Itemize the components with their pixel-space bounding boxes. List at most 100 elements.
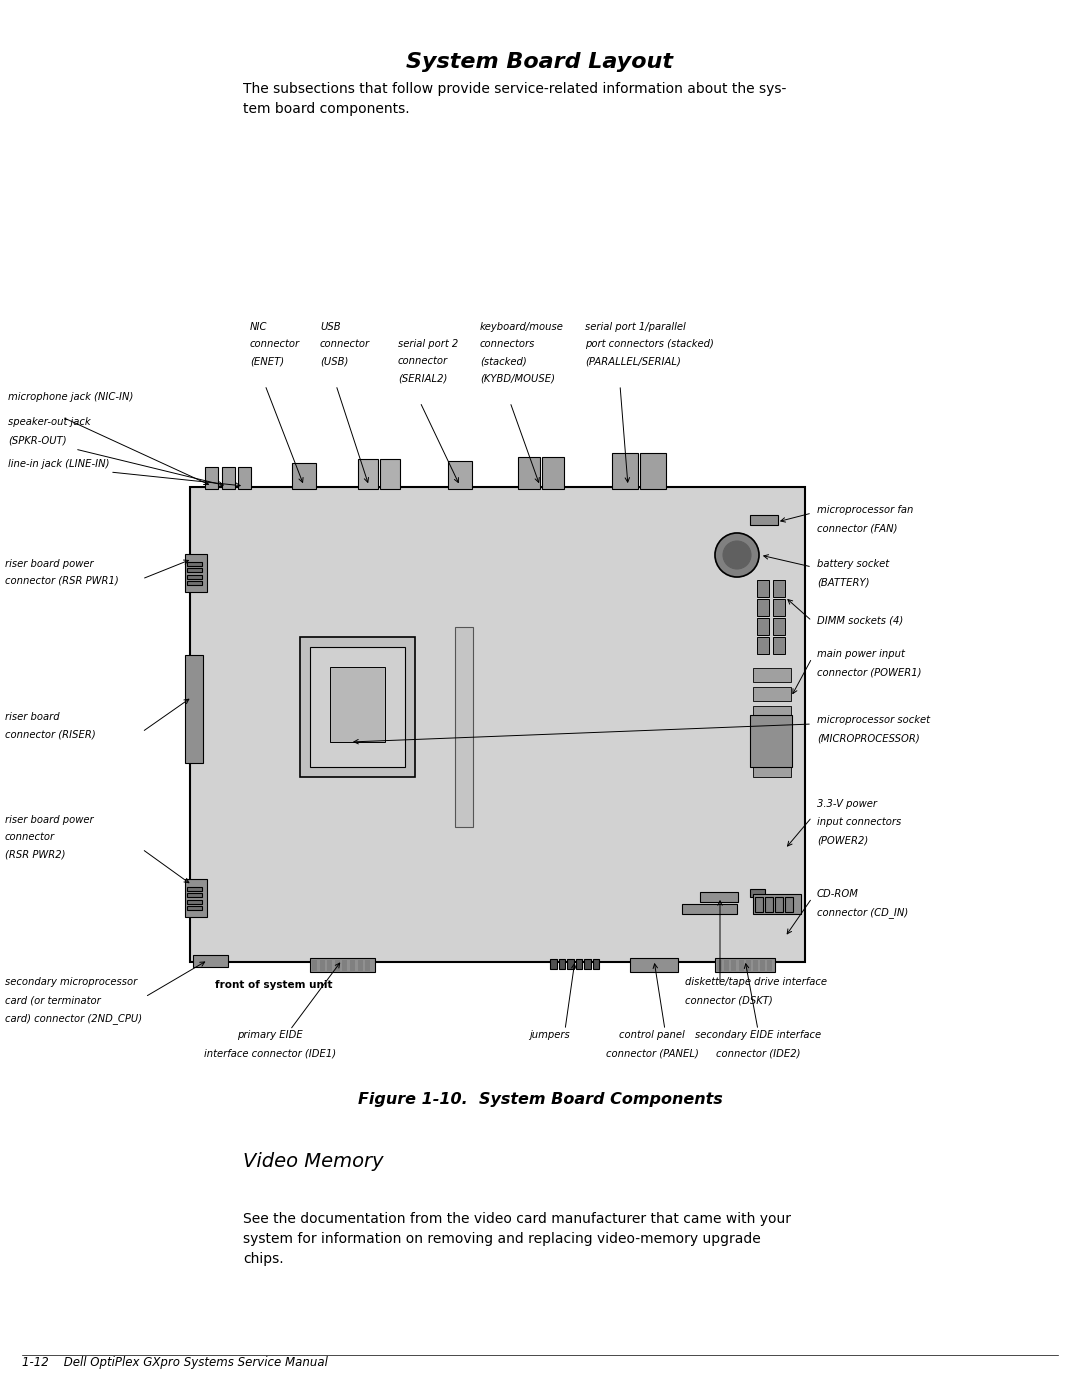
Bar [753, 960, 758, 971]
Text: (SPKR-OUT): (SPKR-OUT) [8, 434, 67, 446]
Bar [187, 569, 202, 571]
Bar [773, 580, 785, 597]
Text: connector (PANEL): connector (PANEL) [606, 1048, 699, 1058]
Bar [753, 894, 801, 914]
Bar [640, 453, 666, 489]
Bar [773, 637, 785, 654]
Text: connector: connector [320, 339, 370, 349]
Bar [190, 488, 805, 963]
Bar [757, 580, 769, 597]
Text: (PARALLEL/SERIAL): (PARALLEL/SERIAL) [585, 356, 680, 366]
Bar [717, 960, 723, 971]
Bar [365, 960, 370, 971]
Bar [455, 627, 473, 827]
Bar [558, 958, 565, 970]
Bar [757, 637, 769, 654]
Bar [187, 887, 202, 890]
Bar [357, 460, 378, 489]
Circle shape [715, 534, 759, 577]
Text: The subsections that follow provide service-related information about the sys-
t: The subsections that follow provide serv… [243, 82, 786, 116]
Bar [292, 462, 316, 489]
Bar [550, 958, 556, 970]
Bar [335, 960, 340, 971]
Text: (BATTERY): (BATTERY) [816, 577, 869, 587]
Text: card) connector (2ND_CPU): card) connector (2ND_CPU) [5, 1013, 143, 1024]
Text: System Board Layout: System Board Layout [406, 52, 674, 73]
Bar [750, 888, 765, 897]
Text: (MICROPROCESSOR): (MICROPROCESSOR) [816, 733, 920, 743]
Text: riser board: riser board [5, 712, 59, 722]
Text: (POWER2): (POWER2) [816, 835, 868, 845]
Bar [681, 904, 737, 914]
Bar [593, 958, 599, 970]
Text: connectors: connectors [480, 339, 536, 349]
Bar [775, 897, 783, 912]
Bar [768, 960, 772, 971]
Bar [746, 960, 751, 971]
Bar [773, 617, 785, 636]
Text: jumpers: jumpers [529, 1030, 570, 1039]
Bar [739, 960, 744, 971]
Text: NIC: NIC [249, 321, 268, 332]
Text: connector (RSR PWR1): connector (RSR PWR1) [5, 576, 119, 585]
Text: CD-ROM: CD-ROM [816, 888, 859, 900]
Text: (stacked): (stacked) [480, 356, 527, 366]
Bar [330, 666, 384, 742]
Text: (USB): (USB) [320, 356, 349, 366]
Bar [753, 725, 791, 739]
Text: riser board power: riser board power [5, 814, 94, 826]
Bar [187, 900, 202, 904]
Text: connector: connector [249, 339, 300, 349]
Circle shape [723, 541, 751, 569]
Bar [731, 960, 737, 971]
Bar [312, 960, 318, 971]
Bar [753, 763, 791, 777]
Text: connector: connector [5, 833, 55, 842]
Text: riser board power: riser board power [5, 559, 94, 569]
Bar [185, 655, 203, 763]
Text: microphone jack (NIC-IN): microphone jack (NIC-IN) [8, 393, 133, 402]
Text: connector (DSKT): connector (DSKT) [685, 995, 773, 1004]
Bar [760, 960, 766, 971]
Bar [448, 461, 472, 489]
Text: main power input: main power input [816, 650, 905, 659]
Text: front of system unit: front of system unit [215, 981, 333, 990]
Bar [222, 467, 235, 489]
Bar [757, 599, 769, 616]
Text: serial port 1/parallel: serial port 1/parallel [585, 321, 686, 332]
Text: card (or terminator: card (or terminator [5, 995, 100, 1004]
Text: connector: connector [399, 356, 448, 366]
Text: control panel: control panel [619, 1030, 685, 1039]
Text: microprocessor fan: microprocessor fan [816, 504, 914, 515]
Text: port connectors (stacked): port connectors (stacked) [585, 339, 714, 349]
Bar [750, 515, 778, 525]
Bar [238, 467, 251, 489]
Text: (SERIAL2): (SERIAL2) [399, 373, 447, 383]
Bar [327, 960, 333, 971]
Text: secondary EIDE interface: secondary EIDE interface [694, 1030, 821, 1039]
Bar [187, 907, 202, 909]
Text: Figure 1-10.  System Board Components: Figure 1-10. System Board Components [357, 1092, 723, 1106]
Text: (KYBD/MOUSE): (KYBD/MOUSE) [480, 373, 555, 383]
Text: connector (IDE2): connector (IDE2) [716, 1048, 800, 1058]
Text: connector (RISER): connector (RISER) [5, 729, 96, 739]
Bar [753, 745, 791, 759]
Bar [785, 897, 793, 912]
Text: DIMM sockets (4): DIMM sockets (4) [816, 615, 903, 624]
Bar [765, 897, 773, 912]
Text: diskette/tape drive interface: diskette/tape drive interface [685, 977, 827, 988]
Bar [753, 705, 791, 719]
Text: See the documentation from the video card manufacturer that came with your
syste: See the documentation from the video car… [243, 1213, 791, 1266]
Bar [518, 457, 540, 489]
Text: secondary microprocessor: secondary microprocessor [5, 977, 137, 988]
Text: speaker-out jack: speaker-out jack [8, 416, 91, 427]
Text: keyboard/mouse: keyboard/mouse [480, 321, 564, 332]
Text: (ENET): (ENET) [249, 356, 284, 366]
Text: input connectors: input connectors [816, 817, 901, 827]
Bar [357, 960, 363, 971]
Bar [320, 960, 325, 971]
Text: primary EIDE: primary EIDE [238, 1030, 302, 1039]
Bar [187, 581, 202, 585]
Bar [185, 555, 207, 592]
Text: connector (CD_IN): connector (CD_IN) [816, 907, 908, 918]
